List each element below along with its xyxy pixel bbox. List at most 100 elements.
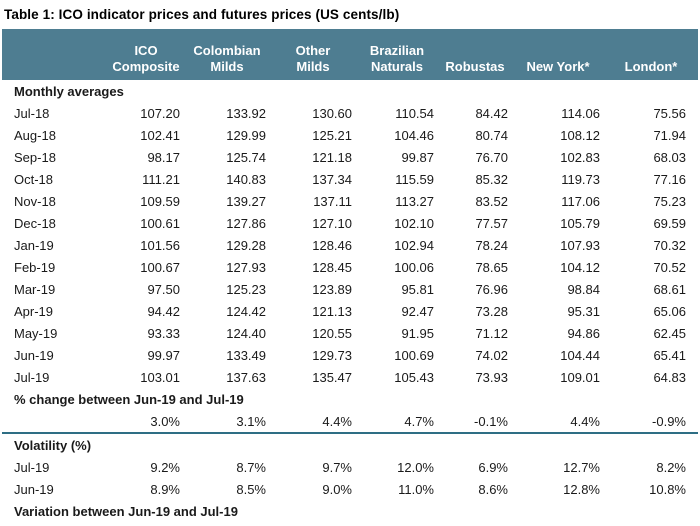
data-row: 0.30.20.71.0-1.7-0.1-2.6: [2, 522, 698, 526]
data-row: Jul-19 103.01 137.63 135.47 105.43 73.93 109.0…: [2, 366, 698, 388]
value-cell: 8.6%: [478, 481, 508, 497]
value-cell: -2.6: [604, 522, 698, 526]
value-cell: 127.93: [226, 259, 266, 275]
value-cell: 77.57: [475, 215, 508, 231]
value-cell: 137.63: [226, 369, 266, 385]
row-label: Jul-19: [14, 369, 50, 385]
column-header: ICO Composite: [108, 29, 184, 80]
value-cell: 62.45: [653, 325, 686, 341]
row-label: [2, 522, 108, 526]
section-label: Monthly averages: [14, 83, 124, 99]
row-label: [2, 410, 108, 433]
value-cell: 95.81: [401, 281, 434, 297]
section-header-row: Monthly averages: [2, 80, 698, 102]
value-cell: 103.01: [140, 369, 180, 385]
data-row: 3.0% 3.1% 4.4% 4.7% -0.1% 4.4% -0.9%: [2, 410, 698, 433]
data-row: Dec-18 100.61 127.86 127.10 102.10 77.57 105.7…: [2, 212, 698, 234]
value-cell: 105.79: [560, 215, 600, 231]
value-cell: 4.4%: [570, 413, 600, 429]
value-cell: 1.0: [356, 522, 438, 526]
value-cell: 139.27: [226, 193, 266, 209]
value-cell: 78.24: [475, 237, 508, 253]
value-cell: -0.9%: [652, 413, 686, 429]
value-cell: 69.59: [653, 215, 686, 231]
value-cell: 68.03: [653, 149, 686, 165]
value-cell: 124.42: [226, 303, 266, 319]
value-cell: 77.16: [653, 171, 686, 187]
value-cell: 140.83: [226, 171, 266, 187]
value-cell: 0.7: [270, 522, 356, 526]
value-cell: 104.46: [394, 127, 434, 143]
value-cell: 92.47: [401, 303, 434, 319]
value-cell: 65.41: [653, 347, 686, 363]
section-label: % change between Jun-19 and Jul-19: [14, 391, 244, 407]
value-cell: 93.33: [147, 325, 180, 341]
data-row: Mar-19 97.50 125.23 123.89 95.81 76.96 98.84 68…: [2, 278, 698, 300]
value-cell: 137.34: [312, 171, 352, 187]
value-cell: 121.13: [312, 303, 352, 319]
row-label: Aug-18: [14, 127, 56, 143]
value-cell: 9.0%: [322, 481, 352, 497]
value-cell: 100.67: [140, 259, 180, 275]
value-cell: 8.2%: [656, 459, 686, 475]
row-label: Jul-18: [14, 105, 50, 121]
value-cell: 12.0%: [397, 459, 434, 475]
value-cell: 100.06: [394, 259, 434, 275]
value-cell: 6.9%: [478, 459, 508, 475]
value-cell: 129.73: [312, 347, 352, 363]
data-row: Jun-19 8.9% 8.5% 9.0% 11.0% 8.6% 12.8% 10.8%: [2, 478, 698, 500]
value-cell: 8.9%: [150, 481, 180, 497]
value-cell: 114.06: [561, 105, 600, 121]
value-cell: 111.21: [142, 171, 180, 187]
value-cell: 100.61: [140, 215, 180, 231]
column-header: New York*: [512, 29, 604, 80]
value-cell: 12.8%: [563, 481, 600, 497]
value-cell: 105.43: [394, 369, 434, 385]
value-cell: 70.32: [653, 237, 686, 253]
value-cell: 108.12: [560, 127, 600, 143]
value-cell: 98.17: [147, 149, 180, 165]
data-row: Jun-19 99.97 133.49 129.73 100.69 74.02 104.44…: [2, 344, 698, 366]
value-cell: 12.7%: [563, 459, 600, 475]
value-cell: 85.32: [475, 171, 508, 187]
data-row: Apr-19 94.42 124.42 121.13 92.47 73.28 95.31 65…: [2, 300, 698, 322]
value-cell: 117.06: [561, 193, 600, 209]
row-label: Jun-19: [14, 481, 54, 497]
value-cell: -0.1%: [474, 413, 508, 429]
value-cell: 127.86: [226, 215, 266, 231]
value-cell: 125.23: [226, 281, 266, 297]
value-cell: 70.52: [653, 259, 686, 275]
value-cell: 110.54: [395, 105, 434, 121]
value-cell: 75.23: [653, 193, 686, 209]
section-header-row: Volatility (%): [2, 432, 698, 456]
data-row: Oct-18 111.21 140.83 137.34 115.59 85.32 119.7…: [2, 168, 698, 190]
value-cell: 100.69: [394, 347, 434, 363]
data-row: Jul-19 9.2% 8.7% 9.7% 12.0% 6.9% 12.7% 8.2%: [2, 456, 698, 478]
value-cell: 133.92: [226, 105, 266, 121]
value-cell: 99.97: [147, 347, 180, 363]
value-cell: 123.89: [312, 281, 352, 297]
value-cell: 98.84: [567, 281, 600, 297]
value-cell: 129.99: [226, 127, 266, 143]
row-label: Oct-18: [14, 171, 54, 187]
ico-prices-table: ICO Composite Colombian Milds Other Milds Braz…: [2, 29, 698, 526]
data-row: Aug-18 102.41 129.99 125.21 104.46 80.74 108.1…: [2, 124, 698, 146]
value-cell: 9.7%: [322, 459, 352, 475]
data-row: Sep-18 98.17 125.74 121.18 99.87 76.70 102.83 6…: [2, 146, 698, 168]
value-cell: 4.7%: [404, 413, 434, 429]
column-header: Colombian Milds: [184, 29, 270, 80]
data-row: Jul-18 107.20 133.92 130.60 110.54 84.42 114.0…: [2, 102, 698, 124]
value-cell: 102.10: [394, 215, 434, 231]
table-header-row: ICO Composite Colombian Milds Other Milds Braz…: [2, 29, 698, 80]
value-cell: 84.42: [475, 105, 508, 121]
value-cell: 125.74: [226, 149, 266, 165]
row-label: Sep-18: [14, 149, 56, 165]
value-cell: 10.8%: [649, 481, 686, 497]
value-cell: 71.94: [653, 127, 686, 143]
value-cell: 129.28: [226, 237, 266, 253]
value-cell: 74.02: [475, 347, 508, 363]
value-cell: -0.1: [512, 522, 604, 526]
value-cell: 121.18: [312, 149, 352, 165]
value-cell: 104.44: [560, 347, 600, 363]
column-header: Robustas: [438, 29, 512, 80]
